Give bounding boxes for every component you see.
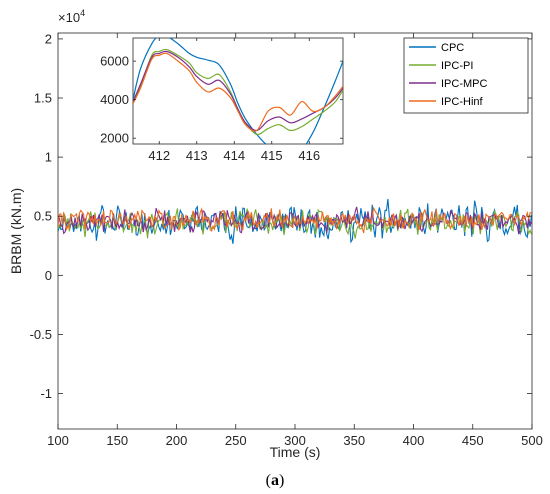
x-tick-label: 450 xyxy=(462,433,484,448)
inset-x-tick-label: 413 xyxy=(186,148,208,163)
inset-series-group xyxy=(133,38,343,144)
inset-y-ticks: 2000 4000 6000 xyxy=(100,54,343,146)
series-line-ipc-mpc xyxy=(58,206,532,235)
x-tick-label: 300 xyxy=(284,433,306,448)
legend: CPC IPC-PI IPC-MPC IPC-Hinf xyxy=(403,37,529,114)
inset-x-tick-label: 415 xyxy=(261,148,283,163)
inset-series-line-ipc-hinf xyxy=(133,52,343,132)
series-line-ipc-hinf xyxy=(58,206,532,234)
inset-x-tick-label: 414 xyxy=(223,148,245,163)
x-axis-label: Time (s) xyxy=(270,444,321,460)
legend-item-ipc-mpc: IPC-MPC xyxy=(409,78,488,90)
inset-x-tick-label: 412 xyxy=(148,148,170,163)
x-tick-label: 500 xyxy=(521,433,543,448)
figure-caption: (a) xyxy=(266,472,285,489)
inset-y-tick-label: 4000 xyxy=(100,92,129,107)
main-y-ticks: -1 -0.5 0 0.5 1 1.5 2 xyxy=(30,31,532,401)
legend-label: CPC xyxy=(441,42,464,54)
y-tick-label: 0 xyxy=(45,268,52,283)
y-axis-label: BRBM (kN.m) xyxy=(8,188,24,274)
series-line-ipc-pi xyxy=(58,208,532,239)
y-tick-label: -1 xyxy=(40,386,52,401)
main-series-group xyxy=(58,198,532,244)
x-tick-label: 400 xyxy=(403,433,425,448)
legend-item-ipc-pi: IPC-PI xyxy=(409,60,473,72)
y-tick-label: 1 xyxy=(45,150,52,165)
inset-x-tick-label: 416 xyxy=(298,148,320,163)
inset-plot-frame xyxy=(132,37,344,145)
legend-item-cpc: CPC xyxy=(409,42,464,54)
inset-y-tick-label: 6000 xyxy=(100,54,129,69)
caption-letter: a xyxy=(271,472,279,489)
x-tick-label: 350 xyxy=(343,433,365,448)
legend-label: IPC-PI xyxy=(441,60,473,72)
inset-x-ticks: 412 413 414 415 416 xyxy=(148,38,320,163)
inset-series-line-ipc-mpc xyxy=(133,50,343,132)
x-tick-label: 250 xyxy=(225,433,247,448)
y-tick-label: 0.5 xyxy=(34,209,52,224)
inset-series-line-cpc xyxy=(133,38,343,144)
legend-item-ipc-hinf: IPC-Hinf xyxy=(409,96,484,108)
x-tick-label: 100 xyxy=(47,433,69,448)
inset-y-tick-label: 2000 xyxy=(100,131,129,146)
inset-axes: 412 413 414 415 416 2000 4000 6000 xyxy=(100,37,344,163)
y-tick-label: -0.5 xyxy=(30,327,52,342)
x-tick-label: 150 xyxy=(106,433,128,448)
y-tick-label: 1.5 xyxy=(34,91,52,106)
y-exponent-label: ×104 xyxy=(58,8,85,25)
legend-label: IPC-Hinf xyxy=(441,96,484,108)
y-tick-label: 2 xyxy=(45,31,52,46)
x-tick-label: 200 xyxy=(166,433,188,448)
main-x-ticks: 100 150 200 250 300 350 400 450 500 xyxy=(47,33,543,448)
legend-label: IPC-MPC xyxy=(441,78,488,90)
